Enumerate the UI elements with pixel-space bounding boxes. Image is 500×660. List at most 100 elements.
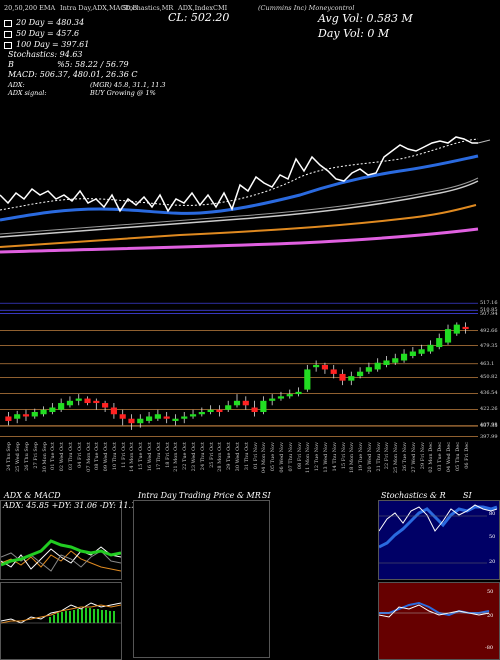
- candle-body: [216, 409, 223, 412]
- candle-body: [357, 371, 364, 377]
- stochastics-fill: [379, 501, 499, 579]
- adx-lines: [1, 539, 121, 572]
- stoch-axis-80: 80: [489, 511, 496, 517]
- date-label: 14 Thu Nov: [331, 442, 338, 472]
- price-axis-label: 492.66: [480, 327, 498, 334]
- date-label: 22 Fri Nov: [384, 442, 391, 470]
- date-label: 09 Wed Oct: [103, 442, 110, 472]
- date-label: 06 Wed Nov: [278, 442, 285, 473]
- date-label: 20 Wed Nov: [366, 442, 373, 473]
- candle-body: [207, 409, 214, 412]
- candle-body: [119, 414, 126, 419]
- date-label: 24 Thu Sep: [6, 442, 13, 471]
- legend-adx-values: (MGR) 45.8, 31.1, 11.3: [90, 81, 166, 89]
- candle-body: [462, 326, 469, 330]
- intraday-panel: [133, 500, 270, 658]
- ema-line-orange: [0, 204, 477, 248]
- company-label: (Cummins Inc) Moneycontrol: [258, 4, 355, 12]
- date-label: 05 Tue Nov: [270, 442, 277, 472]
- date-label: 01 Tue Oct: [50, 442, 57, 470]
- stochastics-lines: [379, 501, 499, 579]
- date-label: 26 Tue Nov: [402, 442, 409, 472]
- date-label: 08 Fri Nov: [296, 442, 303, 470]
- candle-body: [40, 409, 47, 415]
- date-label: 01 Fri Nov: [252, 442, 259, 470]
- candle-body: [330, 369, 337, 374]
- date-label: 28 Mon Oct: [217, 442, 224, 472]
- candle-body: [102, 403, 109, 408]
- candle-body: [251, 407, 258, 412]
- date-label: 16 Wed Oct: [147, 442, 154, 472]
- price-axis-label: 517.16: [480, 300, 498, 307]
- adx-values: ADX: 45.85 +DY: 31.06 -DY: 11.13: [3, 501, 142, 510]
- adx-orange-line: [1, 550, 121, 572]
- price-axis-label: 407.35: [480, 423, 498, 430]
- day-volume-label: Day Vol: 0 M: [318, 27, 390, 40]
- date-label: 04 Mon Nov: [261, 442, 268, 474]
- candle-body: [374, 362, 381, 370]
- date-label: 02 Wed Oct: [59, 442, 66, 472]
- date-label: 30 Wed Oct: [235, 442, 241, 472]
- candle-body: [75, 398, 82, 401]
- date-label: 08 Tue Oct: [94, 442, 101, 470]
- date-label: 06 Fri Dec: [463, 442, 470, 469]
- date-label: 25 Mon Nov: [393, 442, 400, 474]
- date-label: 19 Tue Nov: [358, 442, 365, 472]
- price-axis-label: 422.26: [480, 406, 498, 413]
- date-label: 26 Thu Sep: [23, 442, 30, 471]
- macd-histogram: [49, 608, 115, 623]
- date-label: 15 Fri Nov: [340, 442, 347, 470]
- legend-ma100-swatch: [4, 41, 12, 49]
- date-label: 12 Tue Nov: [314, 442, 321, 472]
- legend-ma20-text: 20 Day = 480.34: [16, 18, 85, 27]
- r-axis-80: -80: [485, 645, 494, 651]
- candle-body: [49, 407, 56, 412]
- candle-body: [225, 405, 232, 410]
- date-label: 29 Tue Oct: [226, 442, 233, 470]
- date-label: 25 Wed Sep: [15, 442, 22, 473]
- candle-body: [163, 416, 170, 419]
- candle-body: [22, 414, 30, 417]
- date-axis: 24 Thu Sep 25 Wed Sep 26 Thu Sep 27 Fri Sep…: [0, 442, 500, 482]
- header-symbol: CMI: [213, 4, 228, 12]
- candle-body: [295, 391, 302, 395]
- date-label: 11 Mon Nov: [305, 442, 312, 474]
- ema-line-purple: [0, 227, 479, 254]
- candle-body: [313, 364, 320, 368]
- candle-body: [189, 414, 197, 417]
- macd-lines: [1, 602, 121, 624]
- price-axis-label: 507.94: [480, 310, 498, 317]
- date-label: 04 Wed Dec: [446, 442, 453, 473]
- candle-body: [66, 400, 74, 406]
- date-label: 07 Mon Oct: [85, 442, 92, 472]
- adx-macd-title: ADX & MACD: [4, 491, 61, 500]
- macd-panel: [0, 582, 122, 660]
- date-label: 07 Thu Nov: [287, 442, 294, 472]
- date-label: 27 Wed Nov: [410, 442, 417, 473]
- candle-body: [93, 400, 100, 404]
- avg-volume-label: Avg Vol: 0.583 M: [318, 12, 413, 25]
- candle-body: [128, 418, 135, 424]
- date-label: 30 Mon Sep: [41, 442, 48, 473]
- date-label: 15 Tue Oct: [138, 442, 145, 470]
- date-label: 21 Mon Oct: [173, 442, 180, 472]
- header-ema: 20,50,200 EMA: [4, 4, 56, 12]
- candle-body: [14, 414, 21, 419]
- header-adx: ADX,Index: [178, 4, 214, 12]
- candle-body: [260, 400, 267, 412]
- legend-macd: MACD: 506.37, 480.01, 26.36 C: [8, 70, 138, 79]
- price-axis-label: 450.82: [480, 374, 498, 381]
- candle-body: [304, 369, 311, 390]
- date-label: 03 Thu Oct: [67, 442, 74, 471]
- candle-body: [233, 400, 241, 406]
- close-price-label: CL: 502.20: [168, 11, 230, 24]
- date-label: 04 Fri Oct: [76, 442, 83, 468]
- candle-body: [453, 324, 460, 334]
- header-stoch: Stochastics,MR: [122, 4, 174, 12]
- moving-average-chart: [0, 136, 491, 254]
- legend-adx-signal-value: BUY Growing @ 1%: [90, 89, 156, 97]
- date-label: 29 Fri Nov: [419, 442, 426, 470]
- adx-panel: ADX: 45.85 +DY: 31.06 -DY: 11.13: [0, 500, 141, 580]
- price-line-ext: [477, 139, 491, 144]
- candle-body: [242, 400, 249, 406]
